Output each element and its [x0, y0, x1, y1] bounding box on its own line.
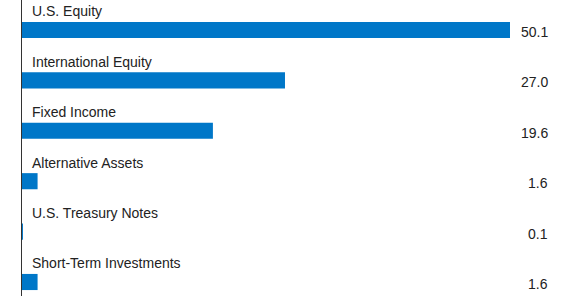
svg-text:19.6: 19.6: [521, 125, 548, 141]
svg-text:0.1: 0.1: [528, 226, 548, 242]
svg-text:U.S. Treasury Notes: U.S. Treasury Notes: [32, 205, 158, 221]
svg-text:50.1: 50.1: [521, 24, 548, 40]
svg-text:U.S. Equity: U.S. Equity: [32, 3, 102, 19]
svg-text:Alternative Assets: Alternative Assets: [32, 155, 143, 171]
svg-text:1.6: 1.6: [528, 276, 548, 292]
svg-text:1.6: 1.6: [528, 175, 548, 191]
svg-text:27.0: 27.0: [521, 74, 548, 90]
svg-text:Short-Term Investments: Short-Term Investments: [32, 255, 181, 271]
svg-text:International Equity: International Equity: [32, 54, 152, 70]
svg-text:Fixed Income: Fixed Income: [32, 104, 116, 120]
